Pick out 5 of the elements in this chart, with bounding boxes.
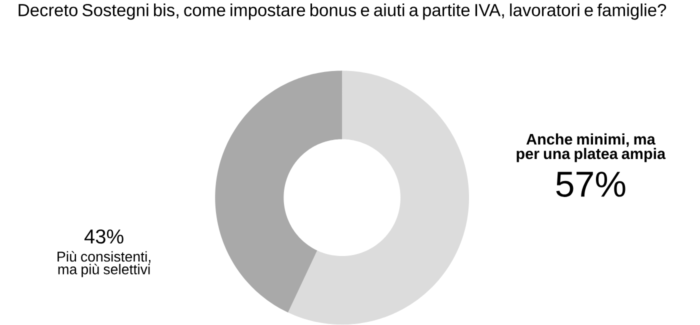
data-label: 57% bbox=[556, 172, 626, 198]
data-label: 43% bbox=[84, 230, 124, 244]
chart-title: Decreto Sostegni bis, come impostare bonus e aiuti a partite IVA, lavoratori e famiglie? bbox=[18, 4, 666, 20]
slice-label: Più consistenti, ma più selettivi bbox=[58, 251, 150, 278]
slice-label: Anche minimi, ma per una platea ampia bbox=[516, 134, 666, 162]
